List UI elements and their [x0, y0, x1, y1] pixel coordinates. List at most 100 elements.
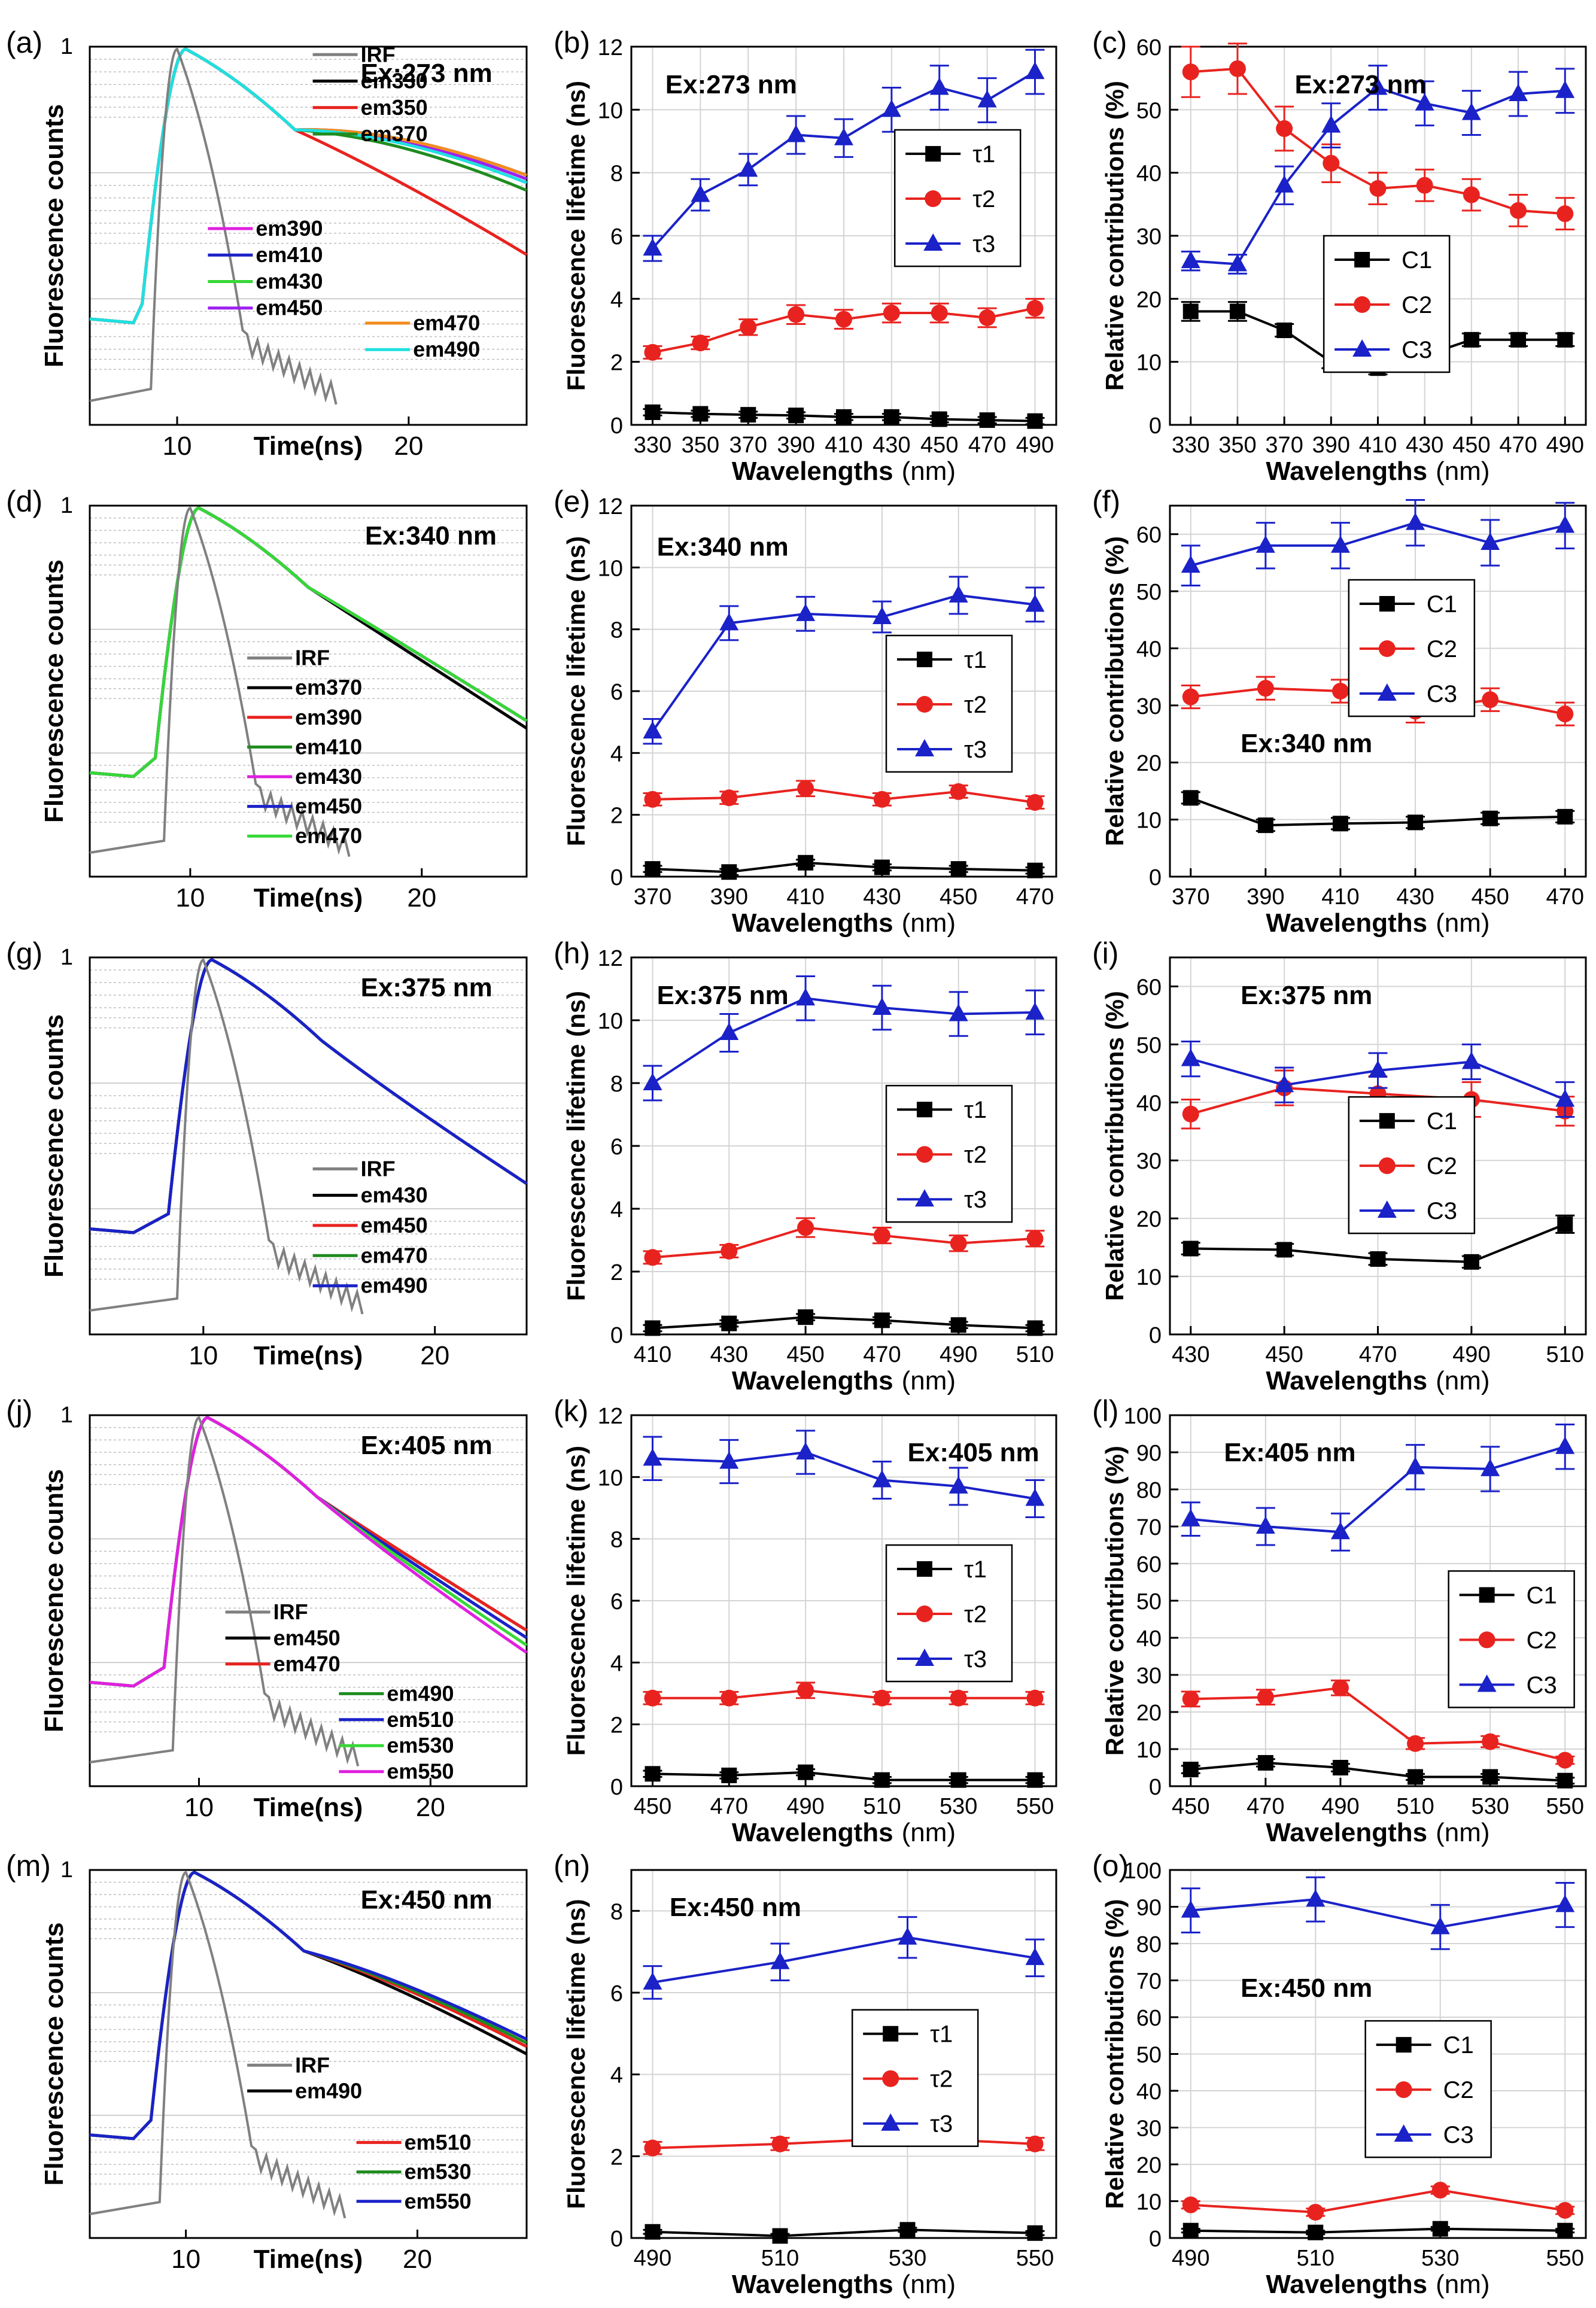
panel-label: (m)	[6, 1849, 51, 1883]
series-line-C2	[1190, 2189, 1565, 2213]
data-point	[872, 998, 892, 1015]
decay-curve-IRF	[89, 1871, 346, 2219]
y-tick-label: 0	[1149, 865, 1162, 890]
y-axis-label: Fluorescence lifetime (ns)	[562, 1446, 590, 1756]
data-point	[1557, 2222, 1573, 2239]
series-panel-n: 0 2 4 6 8 490 510 530 550 (n) Ex:450 nm Wavelengths…	[554, 1849, 1057, 2299]
series-line-C1	[1190, 1761, 1565, 1782]
x-tick-label: 510	[1546, 1342, 1584, 1367]
y-tick-label: 4	[610, 1197, 623, 1223]
legend-label: τ1	[964, 647, 987, 673]
panel-title: Ex:375 nm	[1241, 981, 1372, 1010]
panel-label: (e)	[554, 485, 590, 518]
data-point	[1482, 810, 1498, 826]
decay-curve-em470	[89, 506, 528, 779]
legend-label: em470	[361, 1243, 428, 1267]
y-axis-label: Relative contributions (%)	[1101, 1899, 1129, 2209]
data-point	[692, 335, 709, 352]
data-point	[770, 1951, 790, 1969]
data-point	[1555, 1895, 1575, 1912]
series-line-τ3	[652, 1451, 1035, 1500]
data-point	[721, 1689, 738, 1707]
y-tick-label: 50	[1136, 1589, 1162, 1614]
x-axis-label-unit: (nm)	[902, 1366, 956, 1395]
legend-label: em490	[413, 337, 480, 361]
panel-label: (j)	[6, 1394, 32, 1428]
plot-frame	[630, 1869, 1057, 2239]
y-tick-label: 0	[1149, 1323, 1162, 1348]
legend-label: τ3	[964, 1187, 987, 1213]
x-tick-label: 20	[407, 883, 436, 913]
data-point	[1407, 814, 1424, 831]
data-point	[1182, 790, 1199, 806]
x-tick-label: 370	[729, 433, 767, 458]
x-tick-label: 450	[1471, 884, 1509, 910]
y-tick-label: 1	[60, 493, 73, 518]
x-axis-label: Wavelengths (nm)	[732, 908, 956, 938]
y-axis-label: Fluorescence counts	[39, 1922, 69, 2185]
decay-curve-em490	[89, 47, 527, 325]
data-point	[719, 1451, 739, 1469]
square-marker-icon	[917, 1102, 932, 1118]
legend-label: em430	[295, 764, 362, 789]
data-point	[1557, 1772, 1573, 1789]
y-tick-label: 6	[610, 1589, 623, 1614]
square-marker-icon	[1379, 596, 1395, 612]
data-point	[1557, 808, 1573, 825]
data-point	[644, 2139, 661, 2157]
panel-title: Ex:405 nm	[908, 1438, 1039, 1467]
data-point	[1430, 1917, 1450, 1935]
data-point	[949, 585, 968, 603]
panel-title: Ex:340 nm	[657, 532, 789, 561]
plot-frame	[89, 1414, 528, 1787]
decay-panel-g: 1 10 20 Time(ns) Fluorescence counts (g) Ex:37…	[6, 936, 528, 1370]
data-point	[719, 613, 739, 631]
y-tick-label: 0	[1149, 2227, 1162, 2252]
data-point	[1255, 535, 1275, 553]
y-tick-label: 20	[1136, 1701, 1162, 1726]
x-tick-label: 510	[761, 2246, 799, 2271]
legend-label: em550	[405, 2189, 472, 2213]
data-point	[721, 789, 738, 807]
triangle-marker-icon	[915, 739, 934, 756]
data-point	[1181, 555, 1200, 573]
data-point	[1025, 1488, 1045, 1506]
y-tick-label: 6	[610, 680, 623, 705]
y-tick-label: 40	[1136, 637, 1162, 662]
data-point	[950, 1234, 967, 1252]
data-point	[1323, 154, 1340, 172]
data-point	[1407, 1769, 1424, 1785]
series-panel-k: 0 2 4 6 8 10 12 450 470 490 510 530 550 (k) Ex:405 nm W…	[554, 1394, 1057, 1847]
y-tick-label: 1	[60, 34, 73, 59]
panel-label: (f)	[1092, 485, 1120, 518]
data-point	[1027, 862, 1043, 878]
data-point	[1182, 1690, 1199, 1708]
data-point	[645, 861, 661, 877]
series-line-τ2	[652, 1689, 1035, 1699]
circle-marker-icon	[882, 2070, 899, 2087]
data-point	[1307, 2203, 1324, 2221]
series-line-τ1	[652, 1316, 1035, 1330]
y-tick-label: 30	[1136, 1664, 1162, 1689]
x-axis-label-unit: (nm)	[1436, 1818, 1489, 1847]
x-axis-label: Wavelengths (nm)	[1266, 2270, 1489, 2299]
legend-label: em330	[361, 69, 428, 93]
data-point	[1510, 202, 1527, 219]
legend-label: τ1	[972, 141, 995, 168]
plot-frame	[89, 45, 528, 426]
x-tick-label: 470	[1247, 1794, 1284, 1819]
data-point	[643, 721, 662, 739]
data-point	[1415, 93, 1434, 111]
panel-title: Ex:405 nm	[361, 1431, 493, 1460]
y-tick-label: 2	[610, 1713, 623, 1738]
legend-label: em430	[361, 1183, 428, 1208]
y-tick-label: 10	[1136, 808, 1162, 834]
data-point	[1276, 1242, 1293, 1258]
data-point	[836, 409, 852, 425]
x-tick-label: 550	[1546, 1794, 1584, 1819]
data-point	[1227, 254, 1247, 272]
data-point	[1255, 1516, 1275, 1534]
y-tick-label: 30	[1136, 224, 1162, 250]
x-axis-label: Wavelengths (nm)	[732, 2270, 956, 2299]
x-tick-label: 530	[889, 2246, 926, 2271]
